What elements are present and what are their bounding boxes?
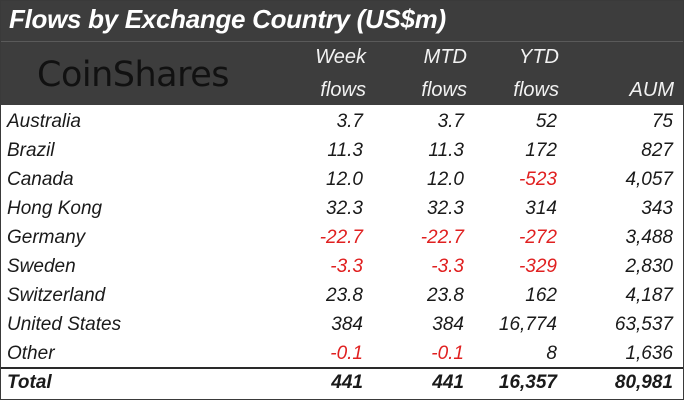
cell-week: 23.8 xyxy=(326,285,363,306)
cell-week: 3.7 xyxy=(336,111,363,132)
cell-mtd: 23.8 xyxy=(427,285,464,306)
cell-ytd: 8 xyxy=(546,343,557,364)
table-row: Brazil 11.3 11.3 172 827 xyxy=(1,136,683,165)
cell-mtd: 32.3 xyxy=(427,198,464,219)
table-row: Other -0.1 -0.1 8 1,636 xyxy=(1,339,683,368)
cell-aum: 63,537 xyxy=(614,314,673,335)
cell-week: 11.3 xyxy=(327,140,363,161)
cell-ytd: 52 xyxy=(535,111,557,132)
col-ytd-line1: YTD xyxy=(519,46,559,68)
cell-aum: 4,057 xyxy=(625,169,673,190)
table-header: Flows by Exchange Country (US$m) CoinSha… xyxy=(1,1,683,105)
total-aum: 80,981 xyxy=(614,372,673,393)
col-mtd-line2: flows xyxy=(421,79,467,101)
cell-week: -3.3 xyxy=(330,256,363,277)
table-row: Sweden -3.3 -3.3 -329 2,830 xyxy=(1,252,683,281)
cell-ytd: 16,774 xyxy=(498,314,557,335)
cell-aum: 3,488 xyxy=(625,227,673,248)
total-ytd: 16,357 xyxy=(498,372,557,393)
cell-ytd: 172 xyxy=(525,140,557,161)
cell-mtd: 384 xyxy=(432,314,464,335)
cell-mtd: 11.3 xyxy=(428,140,464,161)
cell-ytd: -523 xyxy=(518,169,557,190)
table-row: Hong Kong 32.3 32.3 314 343 xyxy=(1,194,683,223)
table-row: Canada 12.0 12.0 -523 4,057 xyxy=(1,165,683,194)
total-week: 441 xyxy=(331,372,363,393)
total-divider xyxy=(1,367,683,369)
cell-aum: 4,187 xyxy=(625,285,673,306)
cell-country: Brazil xyxy=(7,140,55,161)
total-label: Total xyxy=(7,372,52,393)
coinshares-logo: CoinShares xyxy=(37,55,230,95)
title-divider xyxy=(1,41,683,42)
cell-country: Other xyxy=(7,343,55,364)
cell-country: Canada xyxy=(7,169,74,190)
table-title: Flows by Exchange Country (US$m) xyxy=(9,4,446,34)
table-row: Germany -22.7 -22.7 -272 3,488 xyxy=(1,223,683,252)
cell-country: Switzerland xyxy=(7,285,106,306)
total-mtd: 441 xyxy=(432,372,464,393)
table-row: United States 384 384 16,774 63,537 xyxy=(1,310,683,339)
table-row: Switzerland 23.8 23.8 162 4,187 xyxy=(1,281,683,310)
cell-country: United States xyxy=(7,314,122,335)
col-ytd-line2: flows xyxy=(513,79,559,101)
cell-week: 32.3 xyxy=(326,198,363,219)
cell-week: 384 xyxy=(331,314,363,335)
cell-mtd: 12.0 xyxy=(427,169,464,190)
cell-mtd: -22.7 xyxy=(420,227,464,248)
col-mtd-line1: MTD xyxy=(423,46,467,68)
cell-country: Hong Kong xyxy=(7,198,103,219)
cell-country: Germany xyxy=(7,227,86,248)
cell-country: Sweden xyxy=(7,256,76,277)
cell-ytd: 162 xyxy=(525,285,557,306)
cell-aum: 75 xyxy=(651,111,673,132)
total-row: Total 441 441 16,357 80,981 xyxy=(1,369,683,398)
col-week-line1: Week xyxy=(315,46,366,68)
cell-aum: 1,636 xyxy=(625,343,673,364)
cell-aum: 827 xyxy=(641,140,673,161)
cell-week: -22.7 xyxy=(319,227,363,248)
cell-aum: 2,830 xyxy=(625,256,673,277)
cell-week: 12.0 xyxy=(326,169,363,190)
cell-country: Australia xyxy=(7,111,81,132)
col-aum: AUM xyxy=(629,79,674,101)
cell-week: -0.1 xyxy=(330,343,363,364)
table-row: Australia 3.7 3.7 52 75 xyxy=(1,107,683,136)
cell-ytd: -329 xyxy=(518,256,557,277)
col-week-line2: flows xyxy=(320,79,366,101)
cell-mtd: -3.3 xyxy=(431,256,464,277)
cell-ytd: -272 xyxy=(518,227,557,248)
cell-mtd: 3.7 xyxy=(437,111,464,132)
cell-ytd: 314 xyxy=(525,198,557,219)
cell-mtd: -0.1 xyxy=(431,343,464,364)
cell-aum: 343 xyxy=(641,198,673,219)
